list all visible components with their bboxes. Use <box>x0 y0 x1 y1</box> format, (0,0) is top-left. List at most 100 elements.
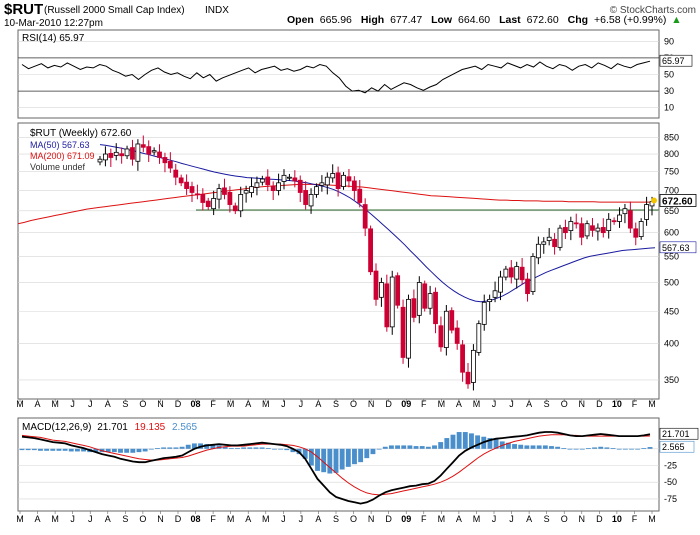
macd-x-tick-label: J <box>492 514 497 524</box>
macd-histogram-bar <box>19 448 25 451</box>
macd-histogram-bar <box>469 433 474 449</box>
chart-date: 10-Mar-2010 12:27pm <box>4 18 103 29</box>
rsi-tick-label: 30 <box>664 86 674 96</box>
price-x-tick-label: M <box>227 399 235 409</box>
macd-histogram-bar <box>210 444 216 449</box>
price-x-tick-label: F <box>632 399 638 409</box>
candle-body <box>492 290 498 298</box>
price-tick-label: 800 <box>664 149 679 159</box>
macd-histogram-bar <box>308 448 314 466</box>
macd-x-tick-label: N <box>579 514 586 524</box>
macd-histogram-bar <box>524 445 530 449</box>
chg-label: Chg <box>568 14 588 26</box>
candle-body <box>178 177 184 184</box>
last-marker-icon <box>651 197 657 204</box>
rsi-last-badge <box>659 54 693 67</box>
candle-body <box>265 176 271 186</box>
candle-body <box>281 174 287 182</box>
candle-body <box>606 218 612 232</box>
price-panel <box>17 122 660 400</box>
candle-body <box>487 298 493 303</box>
macd-histogram-bar <box>419 446 425 449</box>
price-x-tick-label: S <box>122 399 128 409</box>
price-x-tick-label: J <box>70 399 75 409</box>
macd-x-tick-label: M <box>648 514 656 524</box>
candle-body <box>422 283 428 309</box>
candle-body <box>319 182 325 186</box>
macd-histogram-bar <box>536 445 542 449</box>
candle-body <box>611 220 617 223</box>
candle-body <box>346 176 352 182</box>
candle-body <box>254 182 260 188</box>
candle-body <box>259 178 265 183</box>
macd-histogram-bar <box>438 442 444 449</box>
price-x-tick-label: D <box>385 399 392 409</box>
price-tick-label: 550 <box>664 251 679 261</box>
macd-x-tick-label: A <box>456 514 462 524</box>
macd-histogram-bar <box>641 448 647 449</box>
candle-body <box>276 182 281 191</box>
candle-body <box>357 188 363 203</box>
high-label: High <box>361 14 384 26</box>
symbol-title: $RUT <box>4 1 43 18</box>
candle-body <box>195 193 200 196</box>
price-x-tick-label: F <box>421 399 427 409</box>
macd-histogram-bar <box>475 435 481 449</box>
macd-x-tick-label: J <box>88 514 93 524</box>
candle-body <box>600 227 606 234</box>
price-x-tick-label: M <box>16 399 24 409</box>
candle-body <box>573 222 579 225</box>
candle-body <box>460 344 465 373</box>
candle-body <box>416 282 422 316</box>
macd-histogram-bar <box>616 448 622 450</box>
candle-body <box>498 276 503 293</box>
candle-body <box>508 267 514 278</box>
candle-body <box>227 192 233 205</box>
macd-histogram-bar <box>228 448 234 449</box>
candle-body <box>584 223 590 237</box>
candle-body <box>638 221 644 237</box>
macd-histogram-bar <box>555 446 561 449</box>
candle-body <box>530 256 536 292</box>
macd-histogram-bar <box>530 445 536 449</box>
macd-histogram-bar <box>25 448 31 451</box>
candle-body <box>103 153 108 161</box>
hist-last-badge <box>659 440 695 453</box>
macd-histogram-bar <box>265 448 271 449</box>
macd-histogram-bar <box>31 448 37 451</box>
macd-x-tick-label: A <box>105 514 111 524</box>
candle-body <box>351 180 357 191</box>
macd-histogram-bar <box>130 448 136 453</box>
candle-body <box>384 283 390 328</box>
macd-x-tick-label: J <box>281 514 286 524</box>
macd-histogram-bar <box>579 448 585 450</box>
price-tick-label: 500 <box>664 277 679 287</box>
macd-histogram-bar <box>315 448 320 471</box>
candle-body <box>205 200 211 208</box>
candle-body <box>411 298 417 318</box>
rsi-legend: RSI(14) 65.97 <box>22 33 85 44</box>
candle-body <box>590 225 595 231</box>
candle-body <box>541 241 547 245</box>
macd-histogram-bar <box>44 448 50 451</box>
macd-histogram-bar <box>284 448 290 451</box>
macd-line <box>21 431 651 505</box>
price-x-tick-label: O <box>139 399 146 409</box>
macd-histogram-bar <box>339 448 345 470</box>
price-x-tick-label: N <box>579 399 586 409</box>
macd-x-tick-label: 10 <box>612 514 622 524</box>
macd-histogram-bar <box>561 448 567 449</box>
price-legend: $RUT (Weekly) 672.60 MA(50) 567.63 MA(20… <box>30 128 132 172</box>
macd-histogram-bar <box>370 448 376 455</box>
price-x-tick-label: A <box>35 399 41 409</box>
price-x-tick-label: A <box>526 399 532 409</box>
macd-histogram-bar <box>604 447 610 449</box>
price-tick-label: 850 <box>664 132 679 142</box>
candle-body <box>443 310 449 348</box>
macd-histogram-bar <box>493 439 499 449</box>
legend-ma200: MA(200) 671.09 <box>30 151 95 161</box>
macd-histogram-bar <box>573 448 579 450</box>
macd-x-tick-label: M <box>227 514 235 524</box>
macd-histogram-bar <box>395 445 401 449</box>
